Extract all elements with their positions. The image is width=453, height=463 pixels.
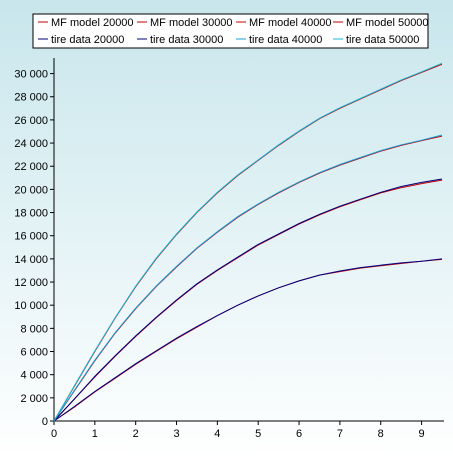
legend-label: MF model 20000	[51, 17, 134, 29]
y-tick-label: 12 000	[14, 277, 48, 289]
series-line	[53, 134, 443, 422]
legend-label: tire data 20000	[51, 34, 124, 46]
y-tick-label: 18 000	[14, 208, 48, 220]
y-tick-label: 4 000	[20, 370, 48, 382]
y-tick-label: 16 000	[14, 231, 48, 243]
x-tick-label: 6	[296, 428, 302, 440]
x-tick-label: 0	[51, 428, 57, 440]
y-tick-label: 30 000	[14, 69, 48, 81]
y-tick-label: 8 000	[20, 323, 48, 335]
x-tick-label: 1	[92, 428, 98, 440]
y-tick-label: 26 000	[14, 115, 48, 127]
legend-box	[32, 13, 429, 49]
legend-label: MF model 30000	[150, 17, 233, 29]
y-tick-label: 28 000	[14, 92, 48, 104]
y-tick-label: 22 000	[14, 161, 48, 173]
y-tick-label: 0	[42, 416, 48, 428]
legend-label: tire data 40000	[249, 34, 322, 46]
x-tick-label: 5	[255, 428, 261, 440]
series-line	[53, 62, 443, 422]
legend-label: tire data 50000	[346, 34, 419, 46]
y-tick-label: 6 000	[20, 347, 48, 359]
y-tick-label: 14 000	[14, 254, 48, 266]
legend: MF model 20000 MF model 30000 MF model 400…	[38, 17, 429, 46]
x-tick-label: 7	[337, 428, 343, 440]
y-tick-label: 2 000	[20, 393, 48, 405]
y-tick-label: 10 000	[14, 300, 48, 312]
legend-label: MF model 40000	[249, 17, 332, 29]
series-line	[53, 258, 443, 422]
legend-label: MF model 50000	[346, 17, 429, 29]
x-tick-label: 8	[378, 428, 384, 440]
y-tick-label: 24 000	[14, 138, 48, 150]
x-tick-label: 4	[214, 428, 220, 440]
x-tick-label: 2	[133, 428, 139, 440]
y-tick-label: 20 000	[14, 184, 48, 196]
series-lines	[53, 62, 443, 422]
x-tick-label: 3	[173, 428, 179, 440]
series-line	[53, 178, 443, 422]
axes: 0 2 000 4 000 6 000 8 000 10 000 12 000 14 000 1…	[14, 58, 444, 440]
x-tick-label: 9	[419, 428, 425, 440]
legend-label: tire data 30000	[150, 34, 223, 46]
